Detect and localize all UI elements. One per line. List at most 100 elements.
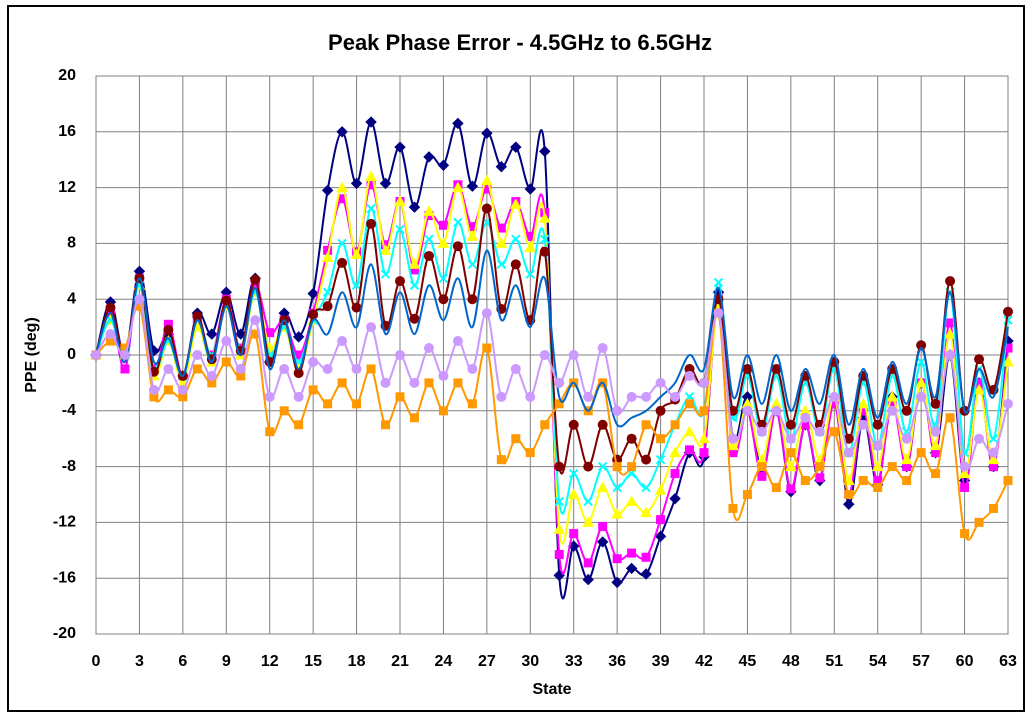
marker	[525, 448, 535, 458]
marker	[655, 454, 666, 465]
marker	[670, 391, 681, 402]
marker	[583, 558, 593, 568]
marker	[509, 198, 522, 209]
marker	[815, 473, 825, 483]
marker	[1002, 355, 1014, 367]
marker	[554, 461, 565, 472]
marker	[960, 529, 970, 539]
marker	[640, 568, 652, 580]
marker	[829, 391, 840, 402]
marker	[408, 258, 421, 269]
marker	[380, 377, 391, 388]
x-tick-label: 51	[825, 653, 843, 670]
marker	[452, 117, 464, 130]
marker	[988, 433, 999, 444]
marker	[699, 406, 709, 416]
marker	[292, 331, 305, 343]
marker	[452, 241, 463, 252]
marker	[366, 364, 376, 374]
y-tick-label: -12	[53, 514, 76, 531]
marker	[931, 469, 941, 479]
marker	[959, 461, 970, 472]
marker	[453, 217, 463, 228]
marker	[596, 481, 609, 493]
marker	[321, 184, 334, 197]
marker	[409, 280, 420, 290]
marker	[438, 406, 448, 416]
marker	[596, 536, 609, 548]
marker	[857, 397, 870, 409]
marker	[192, 364, 202, 374]
marker	[250, 274, 261, 285]
marker	[496, 391, 507, 402]
marker	[901, 433, 912, 444]
marker	[105, 302, 116, 313]
marker	[886, 390, 899, 402]
marker	[641, 454, 652, 465]
marker	[960, 483, 970, 493]
marker	[945, 276, 956, 287]
marker	[800, 476, 810, 486]
marker	[438, 273, 449, 283]
marker	[815, 462, 825, 472]
marker	[395, 276, 405, 287]
marker	[698, 432, 710, 444]
marker	[366, 203, 376, 214]
y-tick-label: -16	[53, 569, 76, 586]
marker	[337, 378, 347, 388]
marker	[467, 294, 478, 305]
marker	[352, 399, 362, 409]
marker	[481, 203, 492, 214]
x-tick-label: 57	[912, 653, 930, 670]
x-tick-label: 36	[608, 653, 626, 670]
x-tick-label: 24	[435, 653, 453, 670]
marker	[308, 385, 318, 395]
x-tick-label: 39	[652, 653, 670, 670]
marker	[264, 391, 275, 402]
marker	[293, 391, 304, 402]
marker	[814, 426, 825, 437]
x-tick-label: 15	[304, 653, 322, 670]
marker	[235, 328, 247, 340]
marker	[568, 350, 579, 360]
marker	[800, 412, 811, 423]
x-tick-label: 60	[956, 653, 974, 670]
marker	[221, 357, 231, 367]
marker	[727, 433, 738, 444]
marker	[351, 302, 362, 313]
marker	[887, 405, 898, 416]
marker	[858, 419, 869, 430]
marker	[540, 234, 550, 244]
marker	[337, 257, 348, 268]
marker	[395, 392, 405, 402]
marker	[437, 159, 450, 171]
marker	[625, 495, 638, 506]
marker	[235, 363, 246, 374]
marker	[916, 357, 926, 367]
marker	[685, 445, 695, 455]
marker	[336, 181, 348, 193]
marker	[612, 405, 623, 416]
marker	[120, 364, 130, 374]
marker	[453, 378, 463, 388]
marker	[612, 462, 622, 472]
marker	[539, 350, 550, 360]
marker	[699, 448, 709, 458]
marker	[627, 548, 637, 558]
marker	[510, 141, 522, 153]
marker	[366, 322, 377, 333]
marker	[945, 350, 956, 360]
marker	[727, 439, 739, 451]
marker	[452, 336, 463, 347]
marker	[540, 420, 550, 430]
marker	[250, 315, 261, 326]
marker	[844, 490, 854, 499]
marker	[944, 328, 956, 339]
marker	[598, 522, 608, 532]
marker	[641, 552, 651, 562]
marker	[872, 440, 883, 451]
marker	[394, 195, 406, 207]
marker	[742, 363, 753, 374]
marker	[843, 498, 855, 510]
